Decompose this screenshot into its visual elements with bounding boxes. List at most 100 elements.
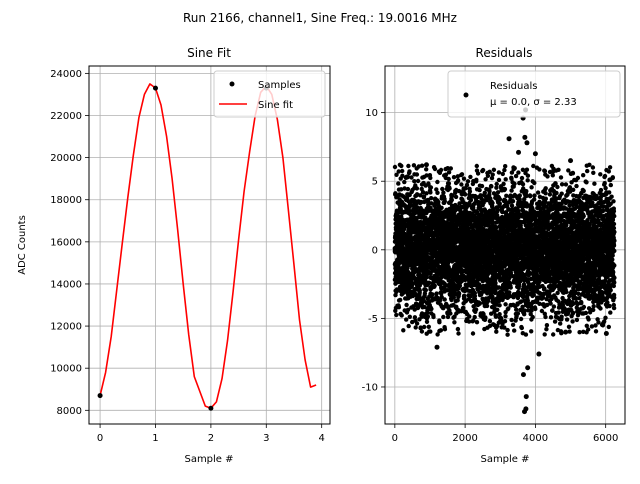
residual-point (477, 188, 481, 192)
residual-point (505, 328, 509, 332)
residual-point (555, 185, 559, 189)
residual-point (544, 327, 548, 331)
residual-point (529, 329, 533, 333)
residual-point (525, 168, 529, 172)
residual-point (558, 321, 562, 325)
residual-point (524, 189, 528, 193)
residual-point (441, 315, 445, 319)
residual-point (520, 176, 524, 180)
residual-point (394, 313, 398, 317)
residual-point (443, 297, 447, 301)
residual-point (435, 180, 439, 184)
residual-point (456, 331, 460, 335)
residual-point (488, 319, 492, 323)
residual-point (504, 194, 508, 198)
residual-point (501, 182, 505, 186)
residual-point (401, 328, 405, 332)
residual-point (497, 178, 501, 182)
sine-fit-ytick-label: 16000 (50, 237, 82, 248)
residual-point (494, 330, 498, 334)
residual-point (533, 307, 537, 311)
residual-point (520, 326, 524, 330)
residual-point (447, 186, 451, 190)
residual-point (503, 164, 507, 168)
residual-point (559, 175, 563, 179)
residual-point (503, 302, 507, 306)
residual-point (560, 182, 564, 186)
residual-point (514, 307, 518, 311)
residual-point (509, 285, 513, 289)
residual-point (553, 319, 557, 323)
residual-point (448, 311, 452, 315)
residual-point (420, 164, 424, 168)
residual-point (549, 315, 553, 319)
residual-point (431, 315, 435, 319)
residual-point (439, 168, 443, 172)
residual-point (545, 174, 549, 178)
residual-point (441, 191, 445, 195)
residual-point (475, 320, 479, 324)
residual-point (461, 306, 465, 310)
residual-point (396, 181, 400, 185)
residual-point (543, 332, 547, 336)
residual-point (433, 284, 437, 288)
residual-point (426, 314, 430, 318)
sine-fit-ytick-label: 18000 (50, 195, 82, 206)
residual-point (429, 307, 433, 311)
sine-fit-legend-label: Sine fit (258, 100, 293, 111)
residual-point (556, 310, 560, 314)
residual-point (400, 313, 404, 317)
figure-suptitle: Run 2166, channel1, Sine Freq.: 19.0016 … (183, 11, 457, 25)
residual-point (495, 182, 499, 186)
residual-point (443, 327, 447, 331)
residual-point (524, 332, 528, 336)
residual-point (503, 314, 507, 318)
residual-point (550, 309, 554, 313)
residual-point (485, 304, 489, 308)
samples-legend-marker (230, 82, 235, 87)
residual-point (564, 182, 568, 186)
residual-point (454, 195, 458, 199)
residual-point (476, 171, 480, 175)
residual-point (474, 178, 478, 182)
residual-point (564, 290, 568, 294)
residual-point (429, 185, 433, 189)
sample-point (208, 406, 213, 411)
residual-point (559, 315, 563, 319)
residual-point (492, 168, 496, 172)
residual-point (536, 190, 540, 194)
residual-point (460, 172, 464, 176)
residual-point (456, 327, 460, 331)
residual-point (404, 317, 408, 321)
residual-point (526, 178, 530, 182)
residual-point (467, 314, 471, 318)
residuals-title: Residuals (476, 46, 533, 60)
residual-point (428, 176, 432, 180)
residual-point (398, 298, 402, 302)
sine-fit-ylabel: ADC Counts (17, 215, 28, 275)
residual-point (420, 329, 424, 333)
residual-point (449, 166, 453, 170)
sine-fit-xtick-label: 1 (152, 433, 158, 444)
samples-legend-label: Samples (258, 80, 301, 91)
residual-point (544, 186, 548, 190)
residual-point (532, 181, 536, 185)
residual-point (487, 189, 491, 193)
residual-point (491, 172, 495, 176)
residual-point (459, 182, 463, 186)
residual-point (548, 301, 552, 305)
residual-point (516, 311, 520, 315)
residual-point (559, 331, 563, 335)
sine-fit-title: Sine Fit (187, 46, 231, 60)
residual-point (489, 184, 493, 188)
residual-point (475, 164, 479, 168)
sine-fit-ytick-label: 8000 (57, 406, 82, 417)
sine-fit-xtick-label: 3 (263, 433, 269, 444)
residual-point (456, 178, 460, 182)
residual-point (509, 318, 513, 322)
residual-point (505, 333, 509, 337)
residual-point (471, 331, 475, 335)
residual-point (452, 320, 456, 324)
residual-point (495, 308, 499, 312)
